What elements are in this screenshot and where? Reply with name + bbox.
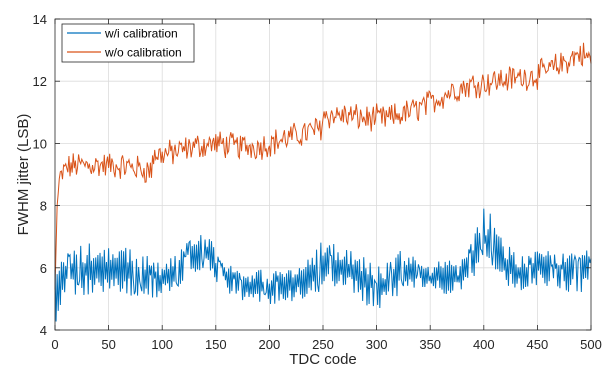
x-axis-label: TDC code [289, 351, 357, 368]
y-tick-label: 14 [33, 12, 47, 27]
y-tick-label: 4 [40, 323, 47, 338]
x-tick-label: 50 [101, 337, 115, 352]
series-layer [54, 42, 592, 322]
x-tick-label: 450 [527, 337, 549, 352]
legend-label-w-o-calibration: w/o calibration [104, 46, 182, 60]
legend-label-w-i-calibration: w/i calibration [104, 27, 178, 41]
x-tick-label: 100 [151, 337, 173, 352]
x-tick-label: 0 [51, 337, 58, 352]
y-tick-label: 6 [40, 261, 47, 276]
y-axis-label: FWHM jitter (LSB) [15, 114, 32, 236]
x-tick-label: 200 [259, 337, 281, 352]
x-tick-label: 300 [366, 337, 388, 352]
x-tick-label: 250 [312, 337, 334, 352]
legend: w/i calibration w/o calibration [61, 23, 195, 63]
y-tick-label: 12 [33, 74, 47, 89]
x-tick-label: 350 [419, 337, 441, 352]
x-tick-label: 150 [205, 337, 227, 352]
series-line-w-i-calibration [54, 208, 592, 322]
axis-ticks: 0 50 100 150 200 250 300 350 400 450 500 4 6 8 10 12 14 [33, 12, 602, 352]
y-tick-label: 10 [33, 136, 47, 151]
series-line-w-o-calibration [54, 42, 592, 290]
x-tick-label: 400 [473, 337, 495, 352]
y-tick-label: 8 [40, 199, 47, 214]
legend-box [61, 23, 195, 63]
x-tick-label: 500 [580, 337, 602, 352]
